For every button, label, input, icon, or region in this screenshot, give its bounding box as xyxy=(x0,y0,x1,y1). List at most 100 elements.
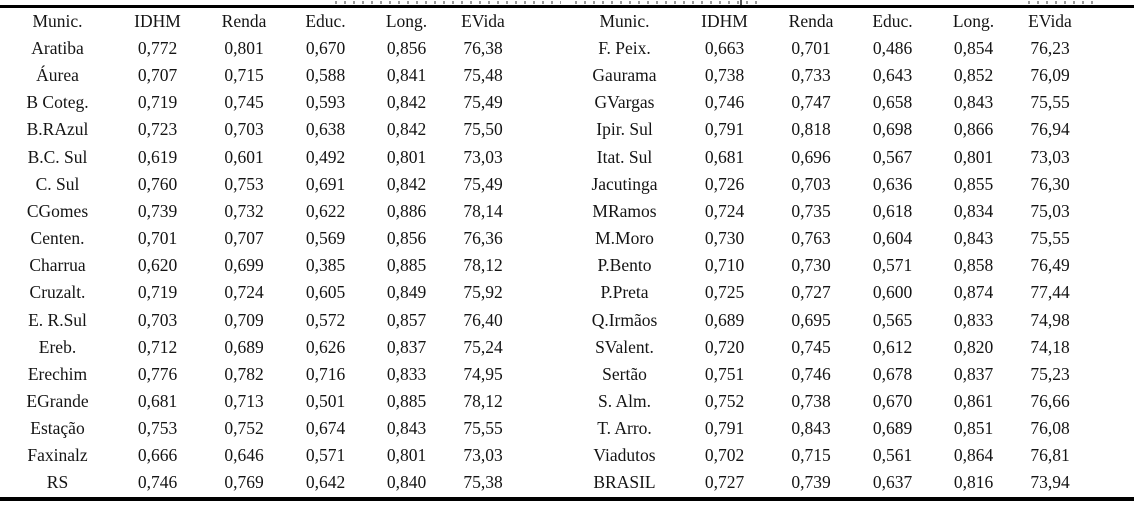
metric-value: 73,03 xyxy=(1030,146,1070,167)
metric-value: 75,55 xyxy=(1030,228,1070,249)
metric-value: 0,715 xyxy=(224,65,264,86)
metric-value: 0,701 xyxy=(137,228,178,249)
metric-value: 74,95 xyxy=(463,363,503,384)
metric-value: 0,567 xyxy=(872,146,913,167)
metric-value: 0,820 xyxy=(953,336,994,357)
municipality-name: MRamos xyxy=(592,200,657,221)
metric-value: 0,843 xyxy=(953,228,994,249)
metric-value: 73,03 xyxy=(463,445,503,466)
metric-value: 0,703 xyxy=(791,173,831,194)
metric-value: 0,782 xyxy=(224,363,264,384)
metric-value: 0,486 xyxy=(872,37,913,58)
metric-value: 0,854 xyxy=(953,37,994,58)
metric-value: 0,752 xyxy=(704,391,745,412)
municipality-name: Estação xyxy=(30,418,85,439)
metric-value: 0,746 xyxy=(791,363,831,384)
column-header: Munic. xyxy=(32,10,83,31)
metric-value: 0,861 xyxy=(953,391,994,412)
metric-value: 0,646 xyxy=(224,445,264,466)
metric-value: 0,801 xyxy=(953,146,994,167)
metric-value: 0,593 xyxy=(305,92,346,113)
metric-value: 0,689 xyxy=(872,418,913,439)
metric-value: 0,843 xyxy=(791,418,831,439)
metric-value: 0,565 xyxy=(872,309,913,330)
metric-value: 0,849 xyxy=(386,282,427,303)
metric-value: 73,03 xyxy=(463,146,503,167)
column-header: Educ. xyxy=(872,10,913,31)
metric-value: 0,642 xyxy=(305,472,346,493)
municipality-name: Charrua xyxy=(29,255,86,276)
municipality-name: B Coteg. xyxy=(26,92,89,113)
metric-value: 76,38 xyxy=(463,37,503,58)
metric-value: 0,720 xyxy=(704,336,745,357)
municipality-name: Gaurama xyxy=(592,65,657,86)
metric-value: 0,707 xyxy=(224,228,264,249)
metric-value: 0,663 xyxy=(704,37,745,58)
metric-value: 0,752 xyxy=(224,418,264,439)
metric-value: 0,601 xyxy=(224,146,264,167)
metric-value: 0,772 xyxy=(137,37,178,58)
metric-value: 0,745 xyxy=(791,336,831,357)
metric-value: 76,08 xyxy=(1030,418,1070,439)
caption-fragment xyxy=(335,1,561,4)
metric-value: 0,886 xyxy=(386,200,427,221)
metric-value: 75,24 xyxy=(463,336,503,357)
metric-value: 76,49 xyxy=(1030,255,1070,276)
metric-value: 0,626 xyxy=(305,336,346,357)
metric-value: 0,620 xyxy=(137,255,178,276)
metric-value: 0,746 xyxy=(704,92,745,113)
municipality-name: CGomes xyxy=(26,200,89,221)
municipality-name: EGrande xyxy=(26,391,89,412)
metric-value: 0,855 xyxy=(953,173,994,194)
metric-value: 0,670 xyxy=(872,391,913,412)
metric-value: 0,769 xyxy=(224,472,264,493)
metric-value: 0,858 xyxy=(953,255,994,276)
metric-value: 78,12 xyxy=(463,255,503,276)
municipality-name: E. R.Sul xyxy=(28,309,87,330)
municipality-name: Itat. Sul xyxy=(596,146,653,167)
metric-value: 0,689 xyxy=(224,336,264,357)
column-header: Renda xyxy=(788,10,834,31)
metric-value: 0,760 xyxy=(137,173,178,194)
metric-value: 0,622 xyxy=(305,200,346,221)
municipality-name: M.Moro xyxy=(595,228,654,249)
metric-value: 0,852 xyxy=(953,65,994,86)
metric-value: 0,699 xyxy=(224,255,264,276)
metric-value: 0,856 xyxy=(386,37,427,58)
municipality-name: S. Alm. xyxy=(597,391,651,412)
metric-value: 0,726 xyxy=(704,173,745,194)
metric-value: 75,48 xyxy=(463,65,503,86)
municipality-name: Áurea xyxy=(36,65,79,86)
municipality-name: Cruzalt. xyxy=(29,282,86,303)
metric-value: 0,588 xyxy=(305,65,346,86)
metric-value: 0,753 xyxy=(224,173,264,194)
column-header: IDHM xyxy=(134,10,181,31)
metric-value: 0,698 xyxy=(872,119,913,140)
metric-value: 0,816 xyxy=(953,472,994,493)
metric-value: 0,571 xyxy=(305,445,346,466)
metric-value: 75,49 xyxy=(463,92,503,113)
metric-value: 0,727 xyxy=(704,472,745,493)
metric-value: 77,44 xyxy=(1030,282,1070,303)
metric-value: 0,738 xyxy=(791,391,831,412)
metric-value: 0,678 xyxy=(872,363,913,384)
metric-value: 0,658 xyxy=(872,92,913,113)
metric-value: 0,638 xyxy=(305,119,346,140)
metric-value: 0,618 xyxy=(872,200,913,221)
table-top-rule xyxy=(0,5,1134,8)
caption-fragment xyxy=(575,1,763,4)
metric-value: 75,92 xyxy=(463,282,503,303)
metric-value: 78,14 xyxy=(463,200,503,221)
metric-value: 0,715 xyxy=(791,445,831,466)
metric-value: 0,724 xyxy=(224,282,264,303)
column-header: EVida xyxy=(461,10,505,31)
municipality-name: B.RAzul xyxy=(26,119,89,140)
metric-value: 75,38 xyxy=(463,472,503,493)
idhm-table-right-half: Munic. IDHM Renda Educ. Long. EVida F. Peix. 0,… xyxy=(572,8,1088,497)
column-header: Long. xyxy=(385,10,428,31)
metric-value: 0,637 xyxy=(872,472,913,493)
column-header: IDHM xyxy=(701,10,748,31)
metric-value: 0,856 xyxy=(386,228,427,249)
municipality-name: SValent. xyxy=(595,336,654,357)
metric-value: 74,98 xyxy=(1030,309,1070,330)
